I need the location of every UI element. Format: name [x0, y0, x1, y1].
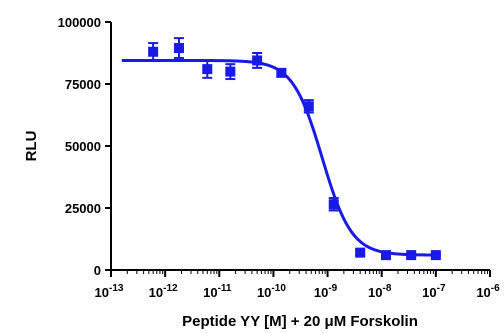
data-point: [148, 46, 159, 57]
x-tick-label: 10-12: [149, 283, 178, 300]
data-point: [276, 67, 287, 78]
x-tick-exponent: -13: [109, 283, 124, 294]
x-tick-label: 10-9: [314, 283, 338, 300]
data-point: [381, 250, 392, 261]
x-tick-label: 10-11: [203, 283, 232, 300]
data-point: [252, 55, 263, 66]
x-tick-exponent: -6: [491, 283, 500, 294]
y-axis-title: RLU: [23, 131, 40, 162]
x-tick-base: 10: [422, 285, 436, 300]
x-tick-label: 10-10: [257, 283, 286, 300]
y-tick-label: 50000: [65, 139, 101, 154]
y-tick-label: 0: [94, 263, 101, 278]
data-point: [225, 66, 236, 77]
y-ticks: 0 25000 50000 75000 100000: [58, 15, 111, 278]
y-tick-label: 25000: [65, 201, 101, 216]
x-axis-title: Peptide YY [M] + 20 μM Forskolin: [182, 313, 418, 330]
x-tick-label: 10-6: [476, 283, 500, 300]
x-tick-label: 10-7: [422, 283, 446, 300]
x-tick-base: 10: [368, 285, 382, 300]
y-tick-label: 100000: [58, 15, 101, 30]
data-point: [355, 247, 366, 258]
data-point: [430, 250, 441, 261]
x-tick-label: 10-13: [95, 283, 124, 300]
x-tick-base: 10: [476, 285, 490, 300]
x-ticks: 10-13 10-12 10-11 10-10 10-9 10-8 10-7 10-6: [95, 270, 500, 300]
x-axis: 10-13 10-12 10-11 10-10 10-9 10-8 10-7 10-6: [95, 269, 500, 300]
data-points: [148, 37, 441, 261]
x-tick-exponent: -7: [437, 283, 446, 294]
x-tick-base: 10: [203, 285, 217, 300]
x-tick-exponent: -11: [218, 283, 232, 294]
y-axis: 0 25000 50000 75000 100000: [58, 15, 112, 278]
x-tick-base: 10: [149, 285, 163, 300]
data-point: [328, 199, 339, 210]
x-tick-exponent: -9: [328, 283, 337, 294]
y-tick-label: 75000: [65, 77, 101, 92]
data-point: [406, 250, 417, 261]
data-point: [303, 101, 314, 112]
x-tick-label: 10-8: [368, 283, 392, 300]
data-point: [202, 64, 213, 75]
x-tick-base: 10: [314, 285, 328, 300]
x-tick-base: 10: [95, 285, 109, 300]
data-point: [173, 43, 184, 54]
fit-curve: [121, 58, 435, 257]
x-tick-exponent: -12: [163, 283, 178, 294]
x-tick-exponent: -10: [271, 283, 286, 294]
x-tick-base: 10: [257, 285, 271, 300]
x-tick-exponent: -8: [382, 283, 391, 294]
